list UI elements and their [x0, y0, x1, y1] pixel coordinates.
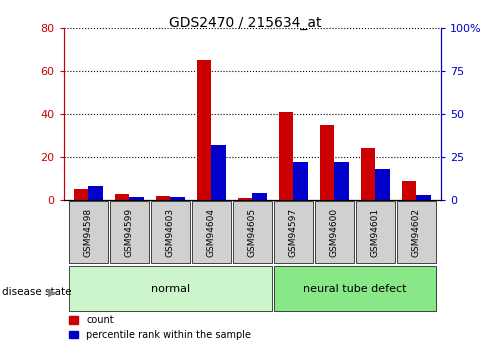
Bar: [402, 181, 416, 200]
FancyBboxPatch shape: [110, 201, 149, 263]
Bar: [115, 194, 129, 200]
FancyBboxPatch shape: [69, 201, 108, 263]
FancyBboxPatch shape: [397, 201, 436, 263]
Bar: [294, 162, 308, 200]
Text: GSM94599: GSM94599: [125, 207, 134, 257]
FancyBboxPatch shape: [69, 266, 272, 312]
Text: disease state: disease state: [2, 287, 72, 296]
Bar: [361, 148, 375, 200]
Text: GSM94600: GSM94600: [330, 207, 339, 257]
FancyBboxPatch shape: [315, 201, 354, 263]
Text: GSM94605: GSM94605: [248, 207, 257, 257]
FancyBboxPatch shape: [274, 266, 436, 312]
Bar: [334, 162, 349, 200]
Bar: [375, 169, 390, 200]
FancyBboxPatch shape: [192, 201, 231, 263]
Text: GSM94601: GSM94601: [371, 207, 380, 257]
Bar: [252, 193, 267, 200]
Text: GSM94597: GSM94597: [289, 207, 298, 257]
Bar: [74, 189, 88, 200]
Bar: [211, 145, 226, 200]
Bar: [156, 196, 171, 200]
Text: GSM94603: GSM94603: [166, 207, 175, 257]
Bar: [171, 197, 185, 200]
Text: GSM94602: GSM94602: [412, 207, 421, 257]
Legend: count, percentile rank within the sample: count, percentile rank within the sample: [69, 315, 251, 340]
Text: GSM94604: GSM94604: [207, 207, 216, 257]
Text: GDS2470 / 215634_at: GDS2470 / 215634_at: [169, 16, 321, 30]
Text: ▶: ▶: [48, 288, 56, 297]
FancyBboxPatch shape: [356, 201, 395, 263]
Bar: [416, 195, 431, 200]
Bar: [238, 198, 252, 200]
FancyBboxPatch shape: [150, 201, 190, 263]
Bar: [88, 186, 103, 200]
Text: neural tube defect: neural tube defect: [303, 284, 407, 294]
FancyBboxPatch shape: [233, 201, 272, 263]
FancyBboxPatch shape: [274, 201, 313, 263]
Text: GSM94598: GSM94598: [84, 207, 93, 257]
Bar: [129, 197, 144, 200]
Text: normal: normal: [151, 284, 190, 294]
Bar: [320, 125, 334, 200]
Bar: [279, 112, 294, 200]
Bar: [197, 60, 211, 200]
